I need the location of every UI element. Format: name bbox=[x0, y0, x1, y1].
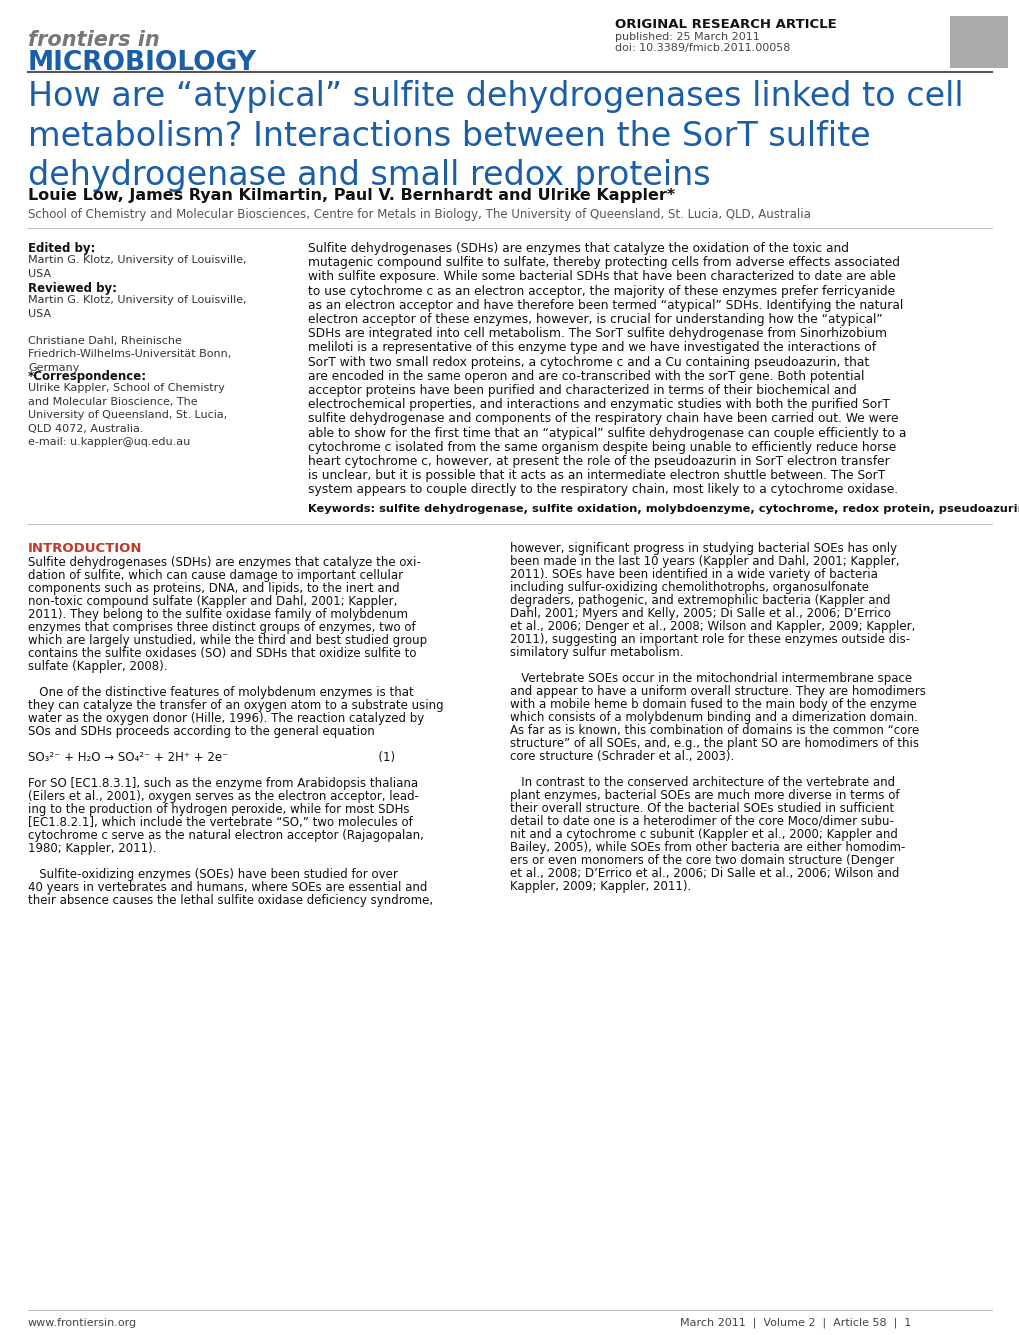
Text: et al., 2006; Denger et al., 2008; Wilson and Kappler, 2009; Kappler,: et al., 2006; Denger et al., 2008; Wilso… bbox=[510, 619, 914, 633]
Text: as an electron acceptor and have therefore been termed “atypical” SDHs. Identify: as an electron acceptor and have therefo… bbox=[308, 299, 903, 312]
Text: Sulfite dehydrogenases (SDHs) are enzymes that catalyze the oxi-: Sulfite dehydrogenases (SDHs) are enzyme… bbox=[28, 555, 421, 569]
Text: able to show for the first time that an “atypical” sulfite dehydrogenase can cou: able to show for the first time that an … bbox=[308, 427, 906, 439]
Text: enzymes that comprises three distinct groups of enzymes, two of: enzymes that comprises three distinct gr… bbox=[28, 621, 415, 634]
Text: SOs and SDHs proceeds according to the general equation: SOs and SDHs proceeds according to the g… bbox=[28, 725, 374, 738]
Text: their absence causes the lethal sulfite oxidase deficiency syndrome,: their absence causes the lethal sulfite … bbox=[28, 893, 433, 906]
Text: which are largely unstudied, while the third and best studied group: which are largely unstudied, while the t… bbox=[28, 634, 427, 646]
Text: As far as is known, this combination of domains is the common “core: As far as is known, this combination of … bbox=[510, 724, 918, 737]
Text: Edited by:: Edited by: bbox=[28, 242, 96, 255]
Text: et al., 2008; D’Errico et al., 2006; Di Salle et al., 2006; Wilson and: et al., 2008; D’Errico et al., 2006; Di … bbox=[510, 866, 899, 880]
Text: Louie Low, James Ryan Kilmartin, Paul V. Bernhardt and Ulrike Kappler*: Louie Low, James Ryan Kilmartin, Paul V.… bbox=[28, 188, 675, 203]
Text: with sulfite exposure. While some bacterial SDHs that have been characterized to: with sulfite exposure. While some bacter… bbox=[308, 271, 895, 283]
Text: 2011). They belong to the sulfite oxidase family of molybdenum: 2011). They belong to the sulfite oxidas… bbox=[28, 607, 408, 621]
Text: One of the distinctive features of molybdenum enzymes is that: One of the distinctive features of molyb… bbox=[28, 686, 414, 698]
Text: degraders, pathogenic, and extremophilic bacteria (Kappler and: degraders, pathogenic, and extremophilic… bbox=[510, 594, 890, 606]
Text: For SO [EC1.8.3.1], such as the enzyme from Arabidopsis thaliana: For SO [EC1.8.3.1], such as the enzyme f… bbox=[28, 777, 418, 789]
Text: meliloti is a representative of this enzyme type and we have investigated the in: meliloti is a representative of this enz… bbox=[308, 342, 875, 354]
Text: Keywords: sulfite dehydrogenase, sulfite oxidation, molybdoenzyme, cytochrome, r: Keywords: sulfite dehydrogenase, sulfite… bbox=[308, 503, 1019, 514]
Text: Bailey, 2005), while SOEs from other bacteria are either homodim-: Bailey, 2005), while SOEs from other bac… bbox=[510, 841, 905, 853]
Text: How are “atypical” sulfite dehydrogenases linked to cell
metabolism? Interaction: How are “atypical” sulfite dehydrogenase… bbox=[28, 80, 963, 192]
Text: with a mobile heme b domain fused to the main body of the enzyme: with a mobile heme b domain fused to the… bbox=[510, 698, 916, 710]
Text: 1980; Kappler, 2011).: 1980; Kappler, 2011). bbox=[28, 841, 156, 854]
Text: non-toxic compound sulfate (Kappler and Dahl, 2001; Kappler,: non-toxic compound sulfate (Kappler and … bbox=[28, 594, 397, 607]
Bar bbox=[949, 16, 1007, 68]
Text: Martin G. Klotz, University of Louisville,
USA

Christiane Dahl, Rheinische
Frie: Martin G. Klotz, University of Louisvill… bbox=[28, 295, 247, 372]
Text: published: 25 March 2011: published: 25 March 2011 bbox=[614, 32, 759, 41]
Text: water as the oxygen donor (Hille, 1996). The reaction catalyzed by: water as the oxygen donor (Hille, 1996).… bbox=[28, 712, 424, 725]
Text: Ulrike Kappler, School of Chemistry
and Molecular Bioscience, The
University of : Ulrike Kappler, School of Chemistry and … bbox=[28, 383, 227, 447]
Text: SDHs are integrated into cell metabolism. The SorT sulfite dehydrogenase from Si: SDHs are integrated into cell metabolism… bbox=[308, 327, 887, 340]
Text: SO₃²⁻ + H₂O → SO₄²⁻ + 2H⁺ + 2e⁻                                        (1): SO₃²⁻ + H₂O → SO₄²⁻ + 2H⁺ + 2e⁻ (1) bbox=[28, 750, 394, 764]
Text: cytochrome c isolated from the same organism despite being unable to efficiently: cytochrome c isolated from the same orga… bbox=[308, 441, 896, 454]
Text: 40 years in vertebrates and humans, where SOEs are essential and: 40 years in vertebrates and humans, wher… bbox=[28, 881, 427, 893]
Text: which consists of a molybdenum binding and a dimerization domain.: which consists of a molybdenum binding a… bbox=[510, 710, 917, 724]
Text: mutagenic compound sulfite to sulfate, thereby protecting cells from adverse eff: mutagenic compound sulfite to sulfate, t… bbox=[308, 256, 899, 270]
Text: doi: 10.3389/fmicb.2011.00058: doi: 10.3389/fmicb.2011.00058 bbox=[614, 43, 790, 53]
Text: cytochrome c serve as the natural electron acceptor (Rajagopalan,: cytochrome c serve as the natural electr… bbox=[28, 829, 424, 841]
Text: been made in the last 10 years (Kappler and Dahl, 2001; Kappler,: been made in the last 10 years (Kappler … bbox=[510, 554, 899, 567]
Text: SorT with two small redox proteins, a cytochrome c and a Cu containing pseudoazu: SorT with two small redox proteins, a cy… bbox=[308, 355, 868, 368]
Text: Sulfite-oxidizing enzymes (SOEs) have been studied for over: Sulfite-oxidizing enzymes (SOEs) have be… bbox=[28, 868, 397, 881]
Text: similatory sulfur metabolism.: similatory sulfur metabolism. bbox=[510, 646, 683, 658]
Text: acceptor proteins have been purified and characterized in terms of their biochem: acceptor proteins have been purified and… bbox=[308, 384, 856, 396]
Text: and appear to have a uniform overall structure. They are homodimers: and appear to have a uniform overall str… bbox=[510, 685, 925, 698]
Text: are encoded in the same operon and are co-transcribed with the sorT gene. Both p: are encoded in the same operon and are c… bbox=[308, 370, 863, 383]
Text: including sulfur-oxidizing chemolithotrophs, organosulfonate: including sulfur-oxidizing chemolithotro… bbox=[510, 581, 868, 594]
Text: core structure (Schrader et al., 2003).: core structure (Schrader et al., 2003). bbox=[510, 749, 734, 762]
Text: system appears to couple directly to the respiratory chain, most likely to a cyt: system appears to couple directly to the… bbox=[308, 483, 898, 497]
Text: Vertebrate SOEs occur in the mitochondrial intermembrane space: Vertebrate SOEs occur in the mitochondri… bbox=[510, 672, 911, 685]
Text: ORIGINAL RESEARCH ARTICLE: ORIGINAL RESEARCH ARTICLE bbox=[614, 17, 836, 31]
Text: dation of sulfite, which can cause damage to important cellular: dation of sulfite, which can cause damag… bbox=[28, 569, 403, 582]
Text: nit and a cytochrome c subunit (Kappler et al., 2000; Kappler and: nit and a cytochrome c subunit (Kappler … bbox=[510, 828, 897, 841]
Text: contains the sulfite oxidases (SO) and SDHs that oxidize sulfite to: contains the sulfite oxidases (SO) and S… bbox=[28, 646, 416, 659]
Text: their overall structure. Of the bacterial SOEs studied in sufficient: their overall structure. Of the bacteria… bbox=[510, 801, 894, 814]
Text: ers or even monomers of the core two domain structure (Denger: ers or even monomers of the core two dom… bbox=[510, 853, 894, 866]
Text: Reviewed by:: Reviewed by: bbox=[28, 282, 117, 295]
Text: to use cytochrome c as an electron acceptor, the majority of these enzymes prefe: to use cytochrome c as an electron accep… bbox=[308, 284, 895, 298]
Text: sulfate (Kappler, 2008).: sulfate (Kappler, 2008). bbox=[28, 659, 167, 673]
Text: Dahl, 2001; Myers and Kelly, 2005; Di Salle et al., 2006; D’Errico: Dahl, 2001; Myers and Kelly, 2005; Di Sa… bbox=[510, 606, 891, 619]
Text: structure” of all SOEs, and, e.g., the plant SO are homodimers of this: structure” of all SOEs, and, e.g., the p… bbox=[510, 737, 918, 749]
Text: www.frontiersin.org: www.frontiersin.org bbox=[28, 1318, 137, 1328]
Text: ing to the production of hydrogen peroxide, while for most SDHs: ing to the production of hydrogen peroxi… bbox=[28, 802, 409, 816]
Text: frontiers in: frontiers in bbox=[28, 29, 160, 49]
Text: INTRODUCTION: INTRODUCTION bbox=[28, 542, 143, 554]
Text: plant enzymes, bacterial SOEs are much more diverse in terms of: plant enzymes, bacterial SOEs are much m… bbox=[510, 789, 899, 801]
Text: Sulfite dehydrogenases (SDHs) are enzymes that catalyze the oxidation of the tox: Sulfite dehydrogenases (SDHs) are enzyme… bbox=[308, 242, 848, 255]
Text: In contrast to the conserved architecture of the vertebrate and: In contrast to the conserved architectur… bbox=[510, 776, 895, 789]
Text: however, significant progress in studying bacterial SOEs has only: however, significant progress in studyin… bbox=[510, 542, 897, 554]
Text: sulfite dehydrogenase and components of the respiratory chain have been carried : sulfite dehydrogenase and components of … bbox=[308, 413, 898, 426]
Text: *Correspondence:: *Correspondence: bbox=[28, 370, 147, 383]
Text: components such as proteins, DNA, and lipids, to the inert and: components such as proteins, DNA, and li… bbox=[28, 582, 399, 594]
Text: MICROBIOLOGY: MICROBIOLOGY bbox=[28, 49, 257, 76]
Text: electrochemical properties, and interactions and enzymatic studies with both the: electrochemical properties, and interact… bbox=[308, 398, 889, 411]
Text: [EC1.8.2.1], which include the vertebrate “SO,” two molecules of: [EC1.8.2.1], which include the vertebrat… bbox=[28, 816, 413, 829]
Text: 2011). SOEs have been identified in a wide variety of bacteria: 2011). SOEs have been identified in a wi… bbox=[510, 567, 877, 581]
Text: detail to date one is a heterodimer of the core Moco/dimer subu-: detail to date one is a heterodimer of t… bbox=[510, 814, 893, 828]
Text: electron acceptor of these enzymes, however, is crucial for understanding how th: electron acceptor of these enzymes, howe… bbox=[308, 312, 881, 326]
Text: (Eilers et al., 2001), oxygen serves as the electron acceptor, lead-: (Eilers et al., 2001), oxygen serves as … bbox=[28, 789, 419, 802]
Text: March 2011  |  Volume 2  |  Article 58  |  1: March 2011 | Volume 2 | Article 58 | 1 bbox=[680, 1318, 910, 1328]
Text: Martin G. Klotz, University of Louisville,
USA: Martin G. Klotz, University of Louisvill… bbox=[28, 255, 247, 279]
Text: School of Chemistry and Molecular Biosciences, Centre for Metals in Biology, The: School of Chemistry and Molecular Biosci… bbox=[28, 208, 810, 222]
Text: heart cytochrome c, however, at present the role of the pseudoazurin in SorT ele: heart cytochrome c, however, at present … bbox=[308, 455, 889, 469]
Text: they can catalyze the transfer of an oxygen atom to a substrate using: they can catalyze the transfer of an oxy… bbox=[28, 698, 443, 712]
Text: 2011), suggesting an important role for these enzymes outside dis-: 2011), suggesting an important role for … bbox=[510, 633, 909, 646]
Text: is unclear, but it is possible that it acts as an intermediate electron shuttle : is unclear, but it is possible that it a… bbox=[308, 469, 884, 482]
Text: Kappler, 2009; Kappler, 2011).: Kappler, 2009; Kappler, 2011). bbox=[510, 880, 691, 893]
